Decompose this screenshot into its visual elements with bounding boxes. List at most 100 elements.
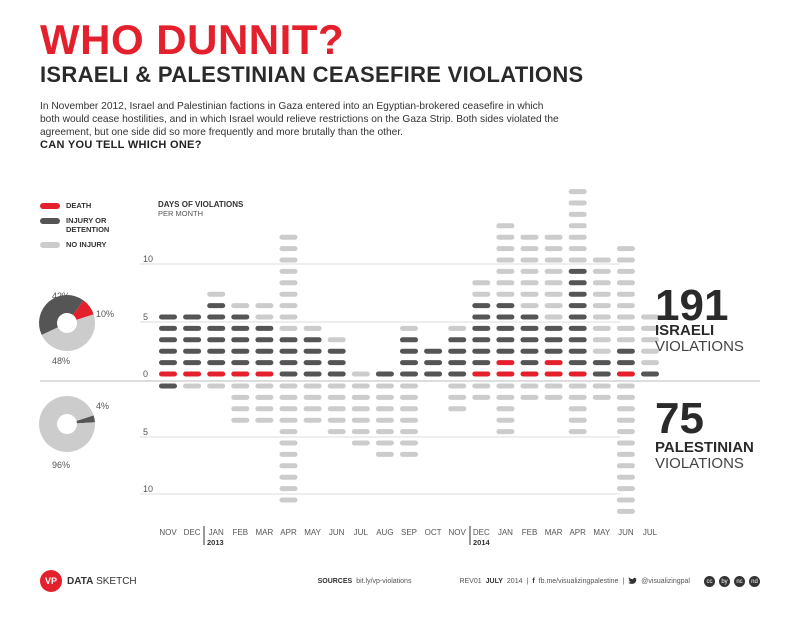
israeli-mark-none	[544, 303, 563, 309]
israeli-mark-injury	[303, 337, 322, 343]
legend-label-death: DEATH	[66, 201, 92, 210]
palestinian-mark-none	[592, 394, 611, 400]
legend-item-injury: INJURY OR DETENTION	[40, 216, 126, 234]
facebook-icon: f	[532, 578, 535, 585]
page-subtitle: ISRAELI & PALESTINIAN CEASEFIRE VIOLATIO…	[40, 62, 584, 87]
israeli-mark-injury	[183, 325, 202, 331]
israeli-mark-injury	[279, 371, 298, 377]
palestinian-mark-none	[616, 429, 635, 435]
palestinian-mark-none	[255, 383, 274, 389]
legend-item-none: NO INJURY	[40, 240, 126, 249]
palestinian-mark-none	[568, 406, 587, 412]
palestinian-mark-none	[327, 394, 346, 400]
facebook-link[interactable]: fb.me/visualizingpalestine	[538, 578, 619, 585]
brand-bold: DATA	[67, 576, 94, 587]
palestinian-mark-none	[448, 406, 467, 412]
palestinian-mark-none	[303, 417, 322, 423]
israeli-mark-none	[520, 280, 539, 286]
israeli-mark-none	[544, 280, 563, 286]
twitter-link[interactable]: @visualizingpal	[641, 578, 690, 585]
israeli-mark-injury	[616, 348, 635, 354]
legend: DEATH INJURY OR DETENTION NO INJURY	[40, 201, 126, 255]
palestinian-mark-none	[279, 394, 298, 400]
palestinian-mark-none	[496, 417, 515, 423]
israeli-mark-injury	[496, 348, 515, 354]
israeli-mark-none	[568, 189, 587, 195]
israeli-mark-none	[592, 337, 611, 343]
intro-text: In November 2012, Israel and Palestinian…	[40, 101, 559, 138]
israeli-mark-none	[472, 280, 491, 286]
palestinian-mark-none	[279, 417, 298, 423]
israeli-mark-injury	[303, 371, 322, 377]
israeli-mark-none	[544, 314, 563, 320]
israeli-mark-none	[496, 257, 515, 263]
israeli-mark-injury	[400, 360, 418, 366]
israeli-mark-injury	[159, 360, 177, 366]
palestinian-mark-none	[255, 394, 274, 400]
israeli-mark-injury	[255, 360, 274, 366]
israeli-mark-injury	[568, 268, 587, 274]
israeli-mark-none	[231, 303, 250, 309]
israeli-mark-injury	[327, 371, 346, 377]
palestinian-mark-none	[616, 440, 635, 446]
palestinian-mark-none	[616, 463, 635, 469]
israeli-mark-none	[520, 303, 539, 309]
israeli-mark-injury	[375, 371, 394, 377]
palestinian-mark-none	[544, 383, 563, 389]
israeli-mark-none	[592, 325, 611, 331]
israeli-mark-none	[641, 325, 659, 331]
israeli-mark-none	[207, 291, 226, 297]
month-label: JAN	[498, 528, 513, 537]
palestinian-mark-injury	[159, 383, 177, 389]
israeli-mark-injury	[231, 337, 250, 343]
israeli-mark-none	[496, 280, 515, 286]
israeli-mark-none	[544, 268, 563, 274]
israeli-mark-injury	[207, 303, 226, 309]
israeli-mark-none	[544, 234, 563, 240]
israeli-mark-injury	[641, 371, 659, 377]
palestinian-mark-none	[351, 440, 370, 446]
palestinian-label: PALESTINIAN	[655, 439, 754, 456]
palestinian-mark-none	[351, 406, 370, 412]
palestinian-mark-none	[496, 394, 515, 400]
legend-swatch-none	[40, 242, 60, 248]
palestinian-mark-none	[568, 394, 587, 400]
palestinian-mark-none	[400, 417, 418, 423]
palestinian-mark-none	[616, 406, 635, 412]
palestinian-mark-none	[279, 474, 298, 480]
israeli-mark-none	[279, 325, 298, 331]
sources-link[interactable]: bit.ly/vp-violations	[356, 578, 412, 585]
palestinian-mark-none	[231, 417, 250, 423]
israeli-mark-injury	[231, 325, 250, 331]
israeli-mark-none	[616, 257, 635, 263]
israeli-mark-death	[496, 371, 515, 377]
month-label: MAR	[545, 528, 563, 537]
palestinian-mark-none	[375, 383, 394, 389]
israeli-mark-injury	[592, 371, 611, 377]
palestinian-mark-none	[472, 394, 491, 400]
palestinian-mark-none	[568, 417, 587, 423]
legend-label-none: NO INJURY	[66, 240, 107, 249]
israeli-mark-injury	[159, 348, 177, 354]
israeli-mark-none	[616, 246, 635, 252]
month-label: MAY	[593, 528, 610, 537]
israeli-mark-none	[496, 291, 515, 297]
israeli-mark-injury	[520, 337, 539, 343]
twitter-icon	[628, 576, 638, 587]
month-label: JAN	[209, 528, 224, 537]
donut-palestinian-label-injury: 4%	[96, 401, 109, 411]
israeli-mark-none	[327, 337, 346, 343]
israeli-mark-injury	[520, 360, 539, 366]
israeli-mark-none	[616, 303, 635, 309]
legend-label-injury: INJURY OR DETENTION	[66, 216, 110, 234]
sources-label: SOURCES	[317, 578, 353, 585]
israeli-mark-none	[568, 234, 587, 240]
month-label: OCT	[425, 528, 442, 537]
israeli-mark-none	[568, 200, 587, 206]
palestinian-mark-none	[351, 394, 370, 400]
israeli-mark-death	[544, 371, 563, 377]
palestinian-mark-none	[400, 440, 418, 446]
palestinian-mark-none	[327, 429, 346, 435]
footer-credits: SOURCES bit.ly/vp-violations REV01 JULY …	[318, 576, 760, 587]
